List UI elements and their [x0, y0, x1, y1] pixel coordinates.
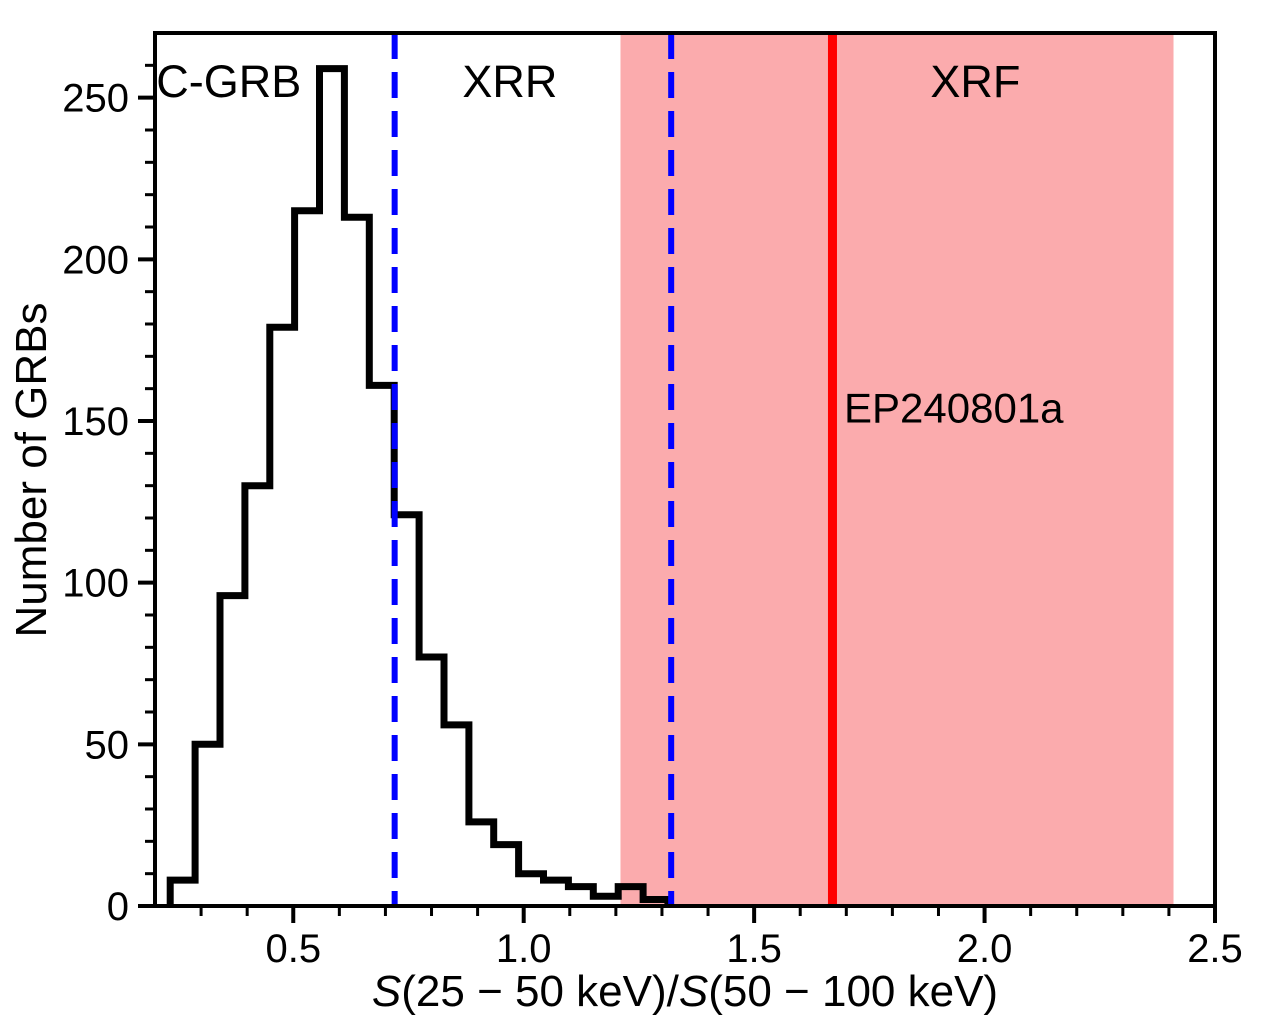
y-tick-label: 50: [85, 723, 130, 767]
region-label-xrr: XRR: [462, 56, 557, 107]
x-tick-label: 0.5: [265, 927, 321, 971]
y-tick-label: 0: [107, 885, 129, 929]
y-tick-label: 200: [62, 238, 129, 282]
y-tick-label: 150: [62, 400, 129, 444]
region-label-c-grb: C-GRB: [156, 56, 301, 107]
axes-box: [153, 31, 1217, 908]
x-tick-label: 1.5: [726, 927, 782, 971]
y-axis-label: Number of GRBs: [7, 303, 56, 638]
grb-histogram-outline: [166, 65, 672, 906]
x-tick-label: 2.0: [957, 927, 1013, 971]
y-tick-label: 100: [62, 562, 129, 606]
x-axis-label: S(25 − 50 keV)/S(50 − 100 keV): [372, 967, 998, 1016]
event-label-ep240801a: EP240801a: [844, 385, 1064, 432]
region-label-xrf: XRF: [930, 56, 1020, 107]
x-tick-label: 1.0: [496, 927, 552, 971]
x-tick-label: 2.5: [1187, 927, 1243, 971]
xrf-uncertainty-band: [620, 33, 1174, 906]
y-tick-label: 250: [62, 77, 129, 121]
